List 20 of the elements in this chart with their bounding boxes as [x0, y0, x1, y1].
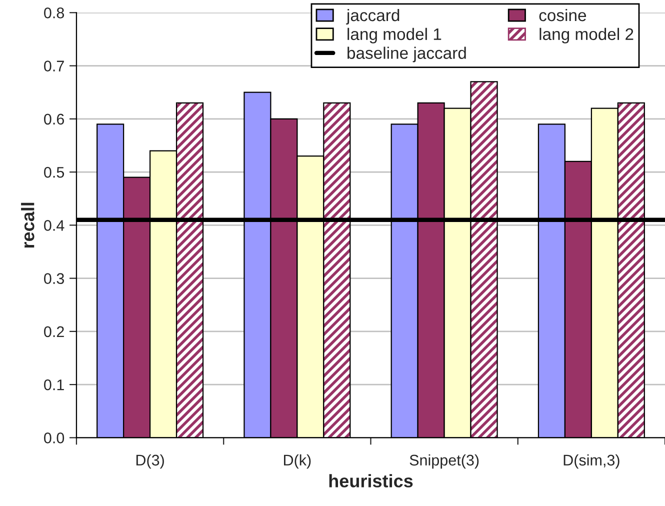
y-tick-label: 0.4	[44, 220, 64, 231]
legend-label: jaccard	[346, 8, 400, 25]
x-axis-title: heuristics	[329, 474, 413, 488]
y-tick-label: 0.5	[44, 166, 64, 178]
y-tick-label: 0.7	[44, 60, 64, 72]
y-tick-label: 0.8	[44, 8, 64, 18]
y-tick-label: 0.3	[44, 273, 64, 284]
legend-label: lang model 1	[348, 28, 442, 44]
legend-label: lang model 2	[540, 28, 634, 44]
y-axis-title: recall	[21, 202, 34, 248]
y-tick-label: 0.6	[44, 114, 64, 125]
y-tick-label: 0.2	[44, 326, 64, 338]
y-tick-label: 0.0	[44, 432, 64, 444]
y-tick-label: 0.1	[44, 379, 64, 390]
x-tick-label: D(sim,3)	[564, 454, 620, 469]
legend-label: cosine	[539, 8, 586, 22]
x-tick-label: Snippet(3)	[410, 454, 479, 469]
x-tick-label: D(k)	[284, 454, 311, 469]
x-tick-label: D(3)	[136, 454, 164, 469]
legend-label: baseline jaccard	[348, 46, 466, 62]
